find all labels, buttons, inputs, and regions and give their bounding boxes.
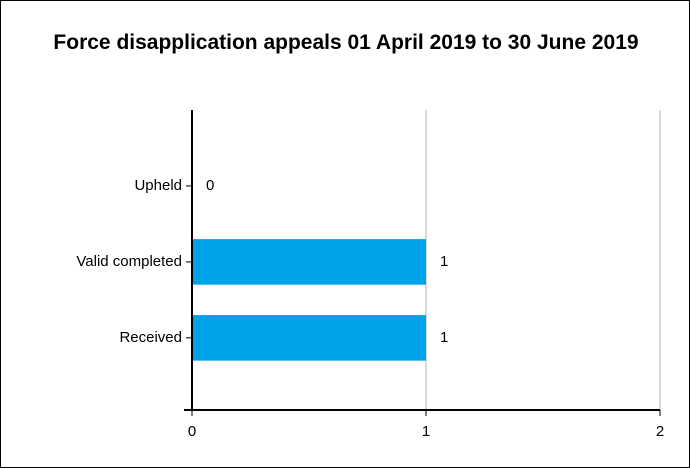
chart-title: Force disapplication appeals 01 April 20… xyxy=(53,31,639,54)
y-tick-label: Upheld xyxy=(134,177,182,194)
x-tick-label: 0 xyxy=(188,423,196,440)
data-label: 0 xyxy=(206,177,214,194)
y-tick-label: Received xyxy=(119,329,182,346)
x-tick-label: 2 xyxy=(656,423,664,440)
y-tick-label: Valid completed xyxy=(76,253,182,270)
data-label: 1 xyxy=(440,329,448,346)
bar xyxy=(192,239,426,285)
bar xyxy=(192,315,426,361)
x-tick-label: 1 xyxy=(422,423,430,440)
data-label: 1 xyxy=(440,253,448,270)
